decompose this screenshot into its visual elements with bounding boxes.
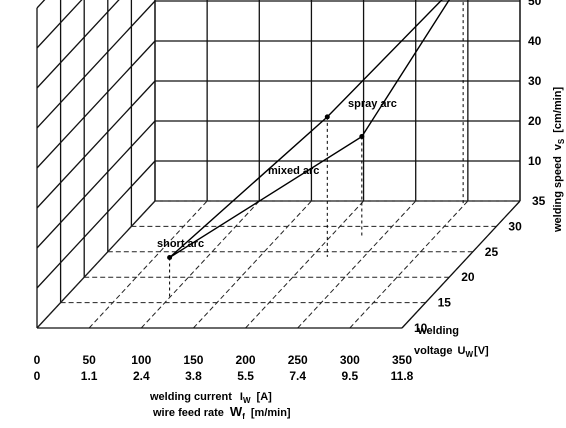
- x-tick-label: 50: [82, 353, 96, 367]
- left-wall-gridline: [36, 40, 156, 169]
- z-tick-label: 15: [438, 296, 452, 310]
- z-axis-label: welding: [417, 325, 459, 337]
- x-secondary-tick-label: 7.4: [289, 369, 306, 383]
- series-line: [169, 0, 450, 259]
- x-secondary-tick-label: 1.1: [81, 369, 98, 383]
- left-wall-gridline: [36, 0, 83, 49]
- x-tick-label: 300: [340, 353, 360, 367]
- y-tick-label: 50: [528, 0, 542, 8]
- x-secondary-tick-label: 2.4: [133, 369, 150, 383]
- data-point: [167, 255, 173, 261]
- x-axis-label: welding current IW [A]: [149, 391, 272, 405]
- x-secondary-tick-label: 11.8: [391, 369, 414, 383]
- data-point: [324, 114, 330, 120]
- z-axis-line: [401, 200, 521, 329]
- left-wall-gridline: [36, 80, 156, 209]
- left-wall-gridline: [36, 120, 156, 249]
- grid: [36, 0, 521, 329]
- floor-gridline: [193, 200, 312, 329]
- x-tick-label: 350: [392, 353, 412, 367]
- x-axis-secondary-label: wire feed rate Wf [m/min]: [152, 404, 291, 421]
- annotation-short-arc: short arc: [157, 238, 204, 250]
- floor-gridline: [140, 200, 260, 329]
- left-wall-gridline: [36, 160, 156, 289]
- x-secondary-tick-label: 5.5: [237, 369, 254, 383]
- z-tick-label: 25: [485, 245, 499, 259]
- z-tick-label: 30: [508, 219, 522, 233]
- x-tick-label: 0: [34, 353, 41, 367]
- y-axis-ticks: 1020304050607080: [528, 0, 542, 168]
- floor-gridline: [349, 200, 469, 329]
- z-tick-label: 10: [414, 321, 428, 335]
- data-point: [359, 134, 365, 140]
- y-tick-label: 10: [528, 154, 542, 168]
- floor-gridline: [297, 200, 417, 329]
- z-tick-label: 35: [532, 194, 546, 208]
- z-tick-label: 20: [461, 270, 475, 284]
- z-axis-label-line2: voltage UW[V]: [414, 345, 489, 359]
- annotation-mixed-arc: mixed arc: [268, 165, 319, 177]
- x-tick-label: 150: [183, 353, 203, 367]
- x-tick-label: 250: [288, 353, 308, 367]
- x-tick-label: 100: [131, 353, 151, 367]
- y-tick-label: 20: [528, 114, 542, 128]
- x-tick-label: 200: [236, 353, 256, 367]
- x-secondary-tick-label: 9.5: [342, 369, 359, 383]
- x-secondary-tick-label: 0: [34, 369, 41, 383]
- left-wall-gridline: [36, 0, 120, 89]
- y-tick-label: 30: [528, 74, 542, 88]
- annotation-spray-arc: spray arc: [348, 98, 397, 110]
- left-wall-gridline: [36, 0, 46, 9]
- x-axis-secondary-ticks: 0 1.1 2.4 3.8 5.5 7.4 9.5 11.8: [34, 369, 414, 383]
- floor-gridline: [36, 200, 156, 329]
- curves: [167, 0, 464, 298]
- z-axis-ticks: 10 15 20 25 30 35: [414, 194, 546, 335]
- y-axis-label: welding speedvS[cm/min]: [552, 87, 566, 233]
- floor-gridline: [88, 200, 208, 329]
- y-tick-label: 40: [528, 34, 542, 48]
- floor-gridline: [245, 200, 364, 329]
- left-wall-gridline: [36, 0, 156, 129]
- x-secondary-tick-label: 3.8: [185, 369, 202, 383]
- x-axis-ticks: 0 50 100 150 200 250 300 350: [34, 353, 413, 367]
